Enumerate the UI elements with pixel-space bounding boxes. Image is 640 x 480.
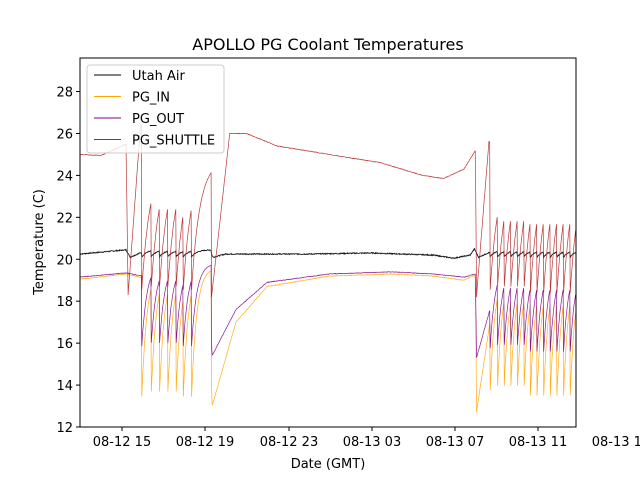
legend-label: Utah Air: [132, 69, 185, 84]
y-axis: 12 14 16 18 20 22 24 26 28: [56, 86, 80, 436]
y-tick-label: 26: [56, 127, 73, 142]
plot-frame: [79, 57, 577, 428]
legend: Utah Air PG_IN PG_OUT PG_SHUTTLE: [86, 64, 225, 154]
legend-label: PG_OUT: [132, 112, 184, 127]
series-line-pg-shuttle: [80, 124, 576, 298]
y-tick-label: 16: [56, 337, 73, 352]
y-tick-label: 28: [56, 86, 73, 101]
y-tick-label: 14: [56, 379, 73, 394]
series-group: [80, 124, 576, 413]
chart-title: APOLLO PG Coolant Temperatures: [192, 35, 463, 54]
x-tick-label: 08-12 19: [176, 435, 234, 450]
series-line-pg-in: [80, 270, 576, 413]
x-axis-label: Date (GMT): [291, 457, 366, 472]
x-tick-label: 08-12 23: [260, 435, 318, 450]
y-tick-label: 24: [56, 169, 73, 184]
legend-box: [86, 64, 225, 154]
x-axis: 08-12 15 08-12 19 08-12 23 08-13 03 08-13 07…: [93, 427, 640, 450]
y-tick-label: 22: [56, 211, 73, 226]
x-tick-label: 08-13 11: [509, 435, 567, 450]
legend-label: PG_SHUTTLE: [132, 134, 215, 149]
series-line-pg-out: [80, 264, 576, 358]
x-tick-label: 08-12 15: [93, 435, 151, 450]
y-tick-label: 20: [56, 253, 73, 268]
legend-label: PG_IN: [132, 91, 170, 106]
x-tick-label: 08-13 15: [592, 435, 640, 450]
y-axis-label: Temperature (C): [32, 189, 47, 296]
y-tick-label: 18: [56, 295, 73, 310]
x-tick-label: 08-13 07: [426, 435, 484, 450]
x-tick-label: 08-13 03: [343, 435, 401, 450]
y-tick-label: 12: [56, 421, 73, 436]
